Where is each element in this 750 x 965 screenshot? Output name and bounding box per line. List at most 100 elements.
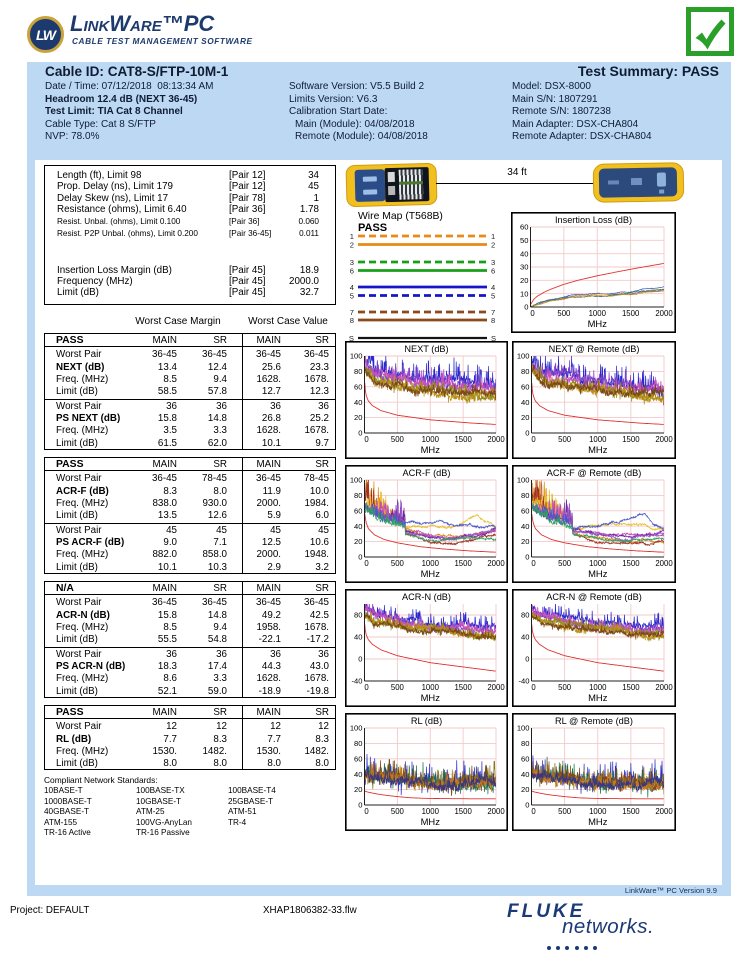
- table-cell: 1958.: [256, 621, 281, 633]
- measurement-pair: [Pair 78]: [229, 192, 266, 204]
- table-cell: 12.4: [207, 361, 227, 373]
- table-row-label: Worst Pair: [56, 648, 102, 660]
- table-cell: 2000.: [256, 497, 281, 509]
- series-line: [531, 502, 664, 544]
- footer-band: [27, 885, 731, 896]
- result-table: PASS MAIN SR MAIN SR Worst Pair 36-45 36-45 36-4…: [44, 333, 336, 450]
- table-header-row: PASS MAIN SR MAIN SR: [45, 706, 335, 719]
- header-col-left: Date / Time: 07/12/2018 08:13:34 AM Headr…: [45, 81, 213, 144]
- measurement-value: 0.060: [298, 216, 320, 226]
- series-line: [364, 368, 496, 401]
- table-cell: 838.0: [152, 497, 177, 509]
- wire-pin-label: 8: [491, 316, 495, 325]
- table-col-header: SR: [315, 459, 329, 470]
- measurement-value: 1.78: [299, 204, 319, 216]
- chart-series-group: [531, 755, 664, 800]
- header-field: Remote (Module): 04/08/2018: [295, 131, 428, 143]
- y-tick-label: 100: [350, 476, 363, 485]
- x-tick-label: 0: [531, 807, 536, 816]
- measurement-pair: [Pair 45]: [229, 276, 266, 287]
- x-tick-label: 1500: [622, 435, 640, 444]
- x-tick-label: 500: [558, 807, 572, 816]
- y-tick-label: 40: [521, 633, 529, 642]
- table-group-separator: [45, 522, 335, 524]
- table-cell: -19.8: [306, 685, 329, 697]
- table-row-label: Limit (dB): [56, 561, 98, 573]
- logo-badge-text: LW: [36, 26, 56, 43]
- x-tick-label: 1500: [622, 683, 640, 692]
- table-cell: 25.6: [261, 361, 281, 373]
- x-tick-label: 1000: [422, 807, 440, 816]
- table-row-label: NEXT (dB): [56, 361, 105, 373]
- table-col-header: MAIN: [152, 459, 178, 470]
- table-col-header: MAIN: [152, 335, 178, 346]
- y-tick-label: 20: [354, 413, 362, 422]
- table-cell: 1628.: [256, 373, 281, 385]
- y-tick-label: 0: [525, 801, 529, 810]
- x-axis-label: MHz: [588, 318, 608, 329]
- x-tick-label: 1500: [622, 559, 640, 568]
- table-status: PASS: [56, 458, 84, 470]
- y-tick-label: 60: [354, 382, 362, 391]
- result-table: PASS MAIN SR MAIN SR Worst Pair 36-45 78-45 36-4…: [44, 457, 336, 574]
- measurement-pair: [Pair 45]: [229, 287, 266, 299]
- measurement-pair: [Pair 36]: [229, 204, 266, 216]
- measurement-label: Frequency (MHz): [57, 276, 133, 287]
- limit-line: [531, 624, 664, 672]
- measurement-value: 45: [308, 181, 319, 193]
- wire-pin-label: 4: [350, 283, 354, 292]
- table-cell: 36: [270, 400, 281, 412]
- measurement-value: 1: [313, 192, 319, 204]
- table-cell: 7.1: [213, 536, 227, 548]
- wire-pin-label: 3: [491, 258, 495, 267]
- x-tick-label: 1500: [454, 559, 472, 568]
- table-col-header: SR: [315, 707, 329, 718]
- y-tick-label: 0: [358, 553, 362, 562]
- fluke-logo-word: FLUKE: [507, 901, 586, 922]
- y-tick-label: 100: [517, 476, 530, 485]
- table-cell: 8.0: [163, 758, 177, 770]
- table-cell: 44.3: [261, 660, 281, 672]
- wire-pin-label: 8: [350, 316, 354, 325]
- y-tick-label: 40: [354, 522, 362, 531]
- length-line: [436, 183, 594, 184]
- series-line: [364, 501, 496, 542]
- x-tick-label: 2000: [487, 683, 505, 692]
- table-row-label: Freq. (MHz): [56, 673, 109, 685]
- table-cell: 1530.: [152, 745, 177, 757]
- table-row-label: Limit (dB): [56, 437, 98, 449]
- linkware-logo-title: LinkWare™PC: [70, 11, 215, 36]
- table-cell: 2000.: [256, 549, 281, 561]
- y-tick-label: 20: [521, 537, 529, 546]
- table-cell: 36: [216, 648, 227, 660]
- wire-pin-label: 5: [491, 291, 495, 300]
- table-cell: 1948.: [304, 549, 329, 561]
- table-header-row: PASS MAIN SR MAIN SR: [45, 458, 335, 471]
- measurement-label: Length (ft), Limit 98: [57, 170, 142, 181]
- pass-check-icon: [686, 7, 734, 56]
- table-cell: 36: [166, 400, 177, 412]
- chart-title: NEXT (dB): [404, 344, 448, 354]
- y-tick-label: 50: [520, 236, 528, 245]
- table-cell: 55.5: [157, 634, 177, 646]
- table-cell: 52.1: [157, 685, 177, 697]
- y-tick-label: 80: [521, 611, 529, 620]
- x-tick-label: 1000: [589, 309, 607, 318]
- table-cell: 36-45: [151, 349, 177, 361]
- x-tick-label: 1500: [454, 683, 472, 692]
- table-cell: 1678.: [304, 621, 329, 633]
- x-axis-label: MHz: [588, 816, 608, 827]
- measurement-label: Resist. Unbal. (ohms), Limit 0.100: [57, 216, 181, 226]
- limit-line: [531, 790, 664, 800]
- table-group-separator: [45, 646, 335, 648]
- chart-series-group: [531, 604, 664, 672]
- chart-series-group: [531, 356, 664, 425]
- series-line: [364, 356, 496, 394]
- x-tick-label: 500: [557, 309, 571, 318]
- table-col-header: MAIN: [256, 459, 282, 470]
- chart-title: RL (dB): [411, 716, 442, 726]
- measurement-pair: [Pair 36-45]: [229, 229, 272, 238]
- wire-pin-label: 6: [350, 266, 354, 275]
- chart-title: ACR-N (dB): [402, 592, 451, 602]
- table-row-label: Freq. (MHz): [56, 549, 109, 561]
